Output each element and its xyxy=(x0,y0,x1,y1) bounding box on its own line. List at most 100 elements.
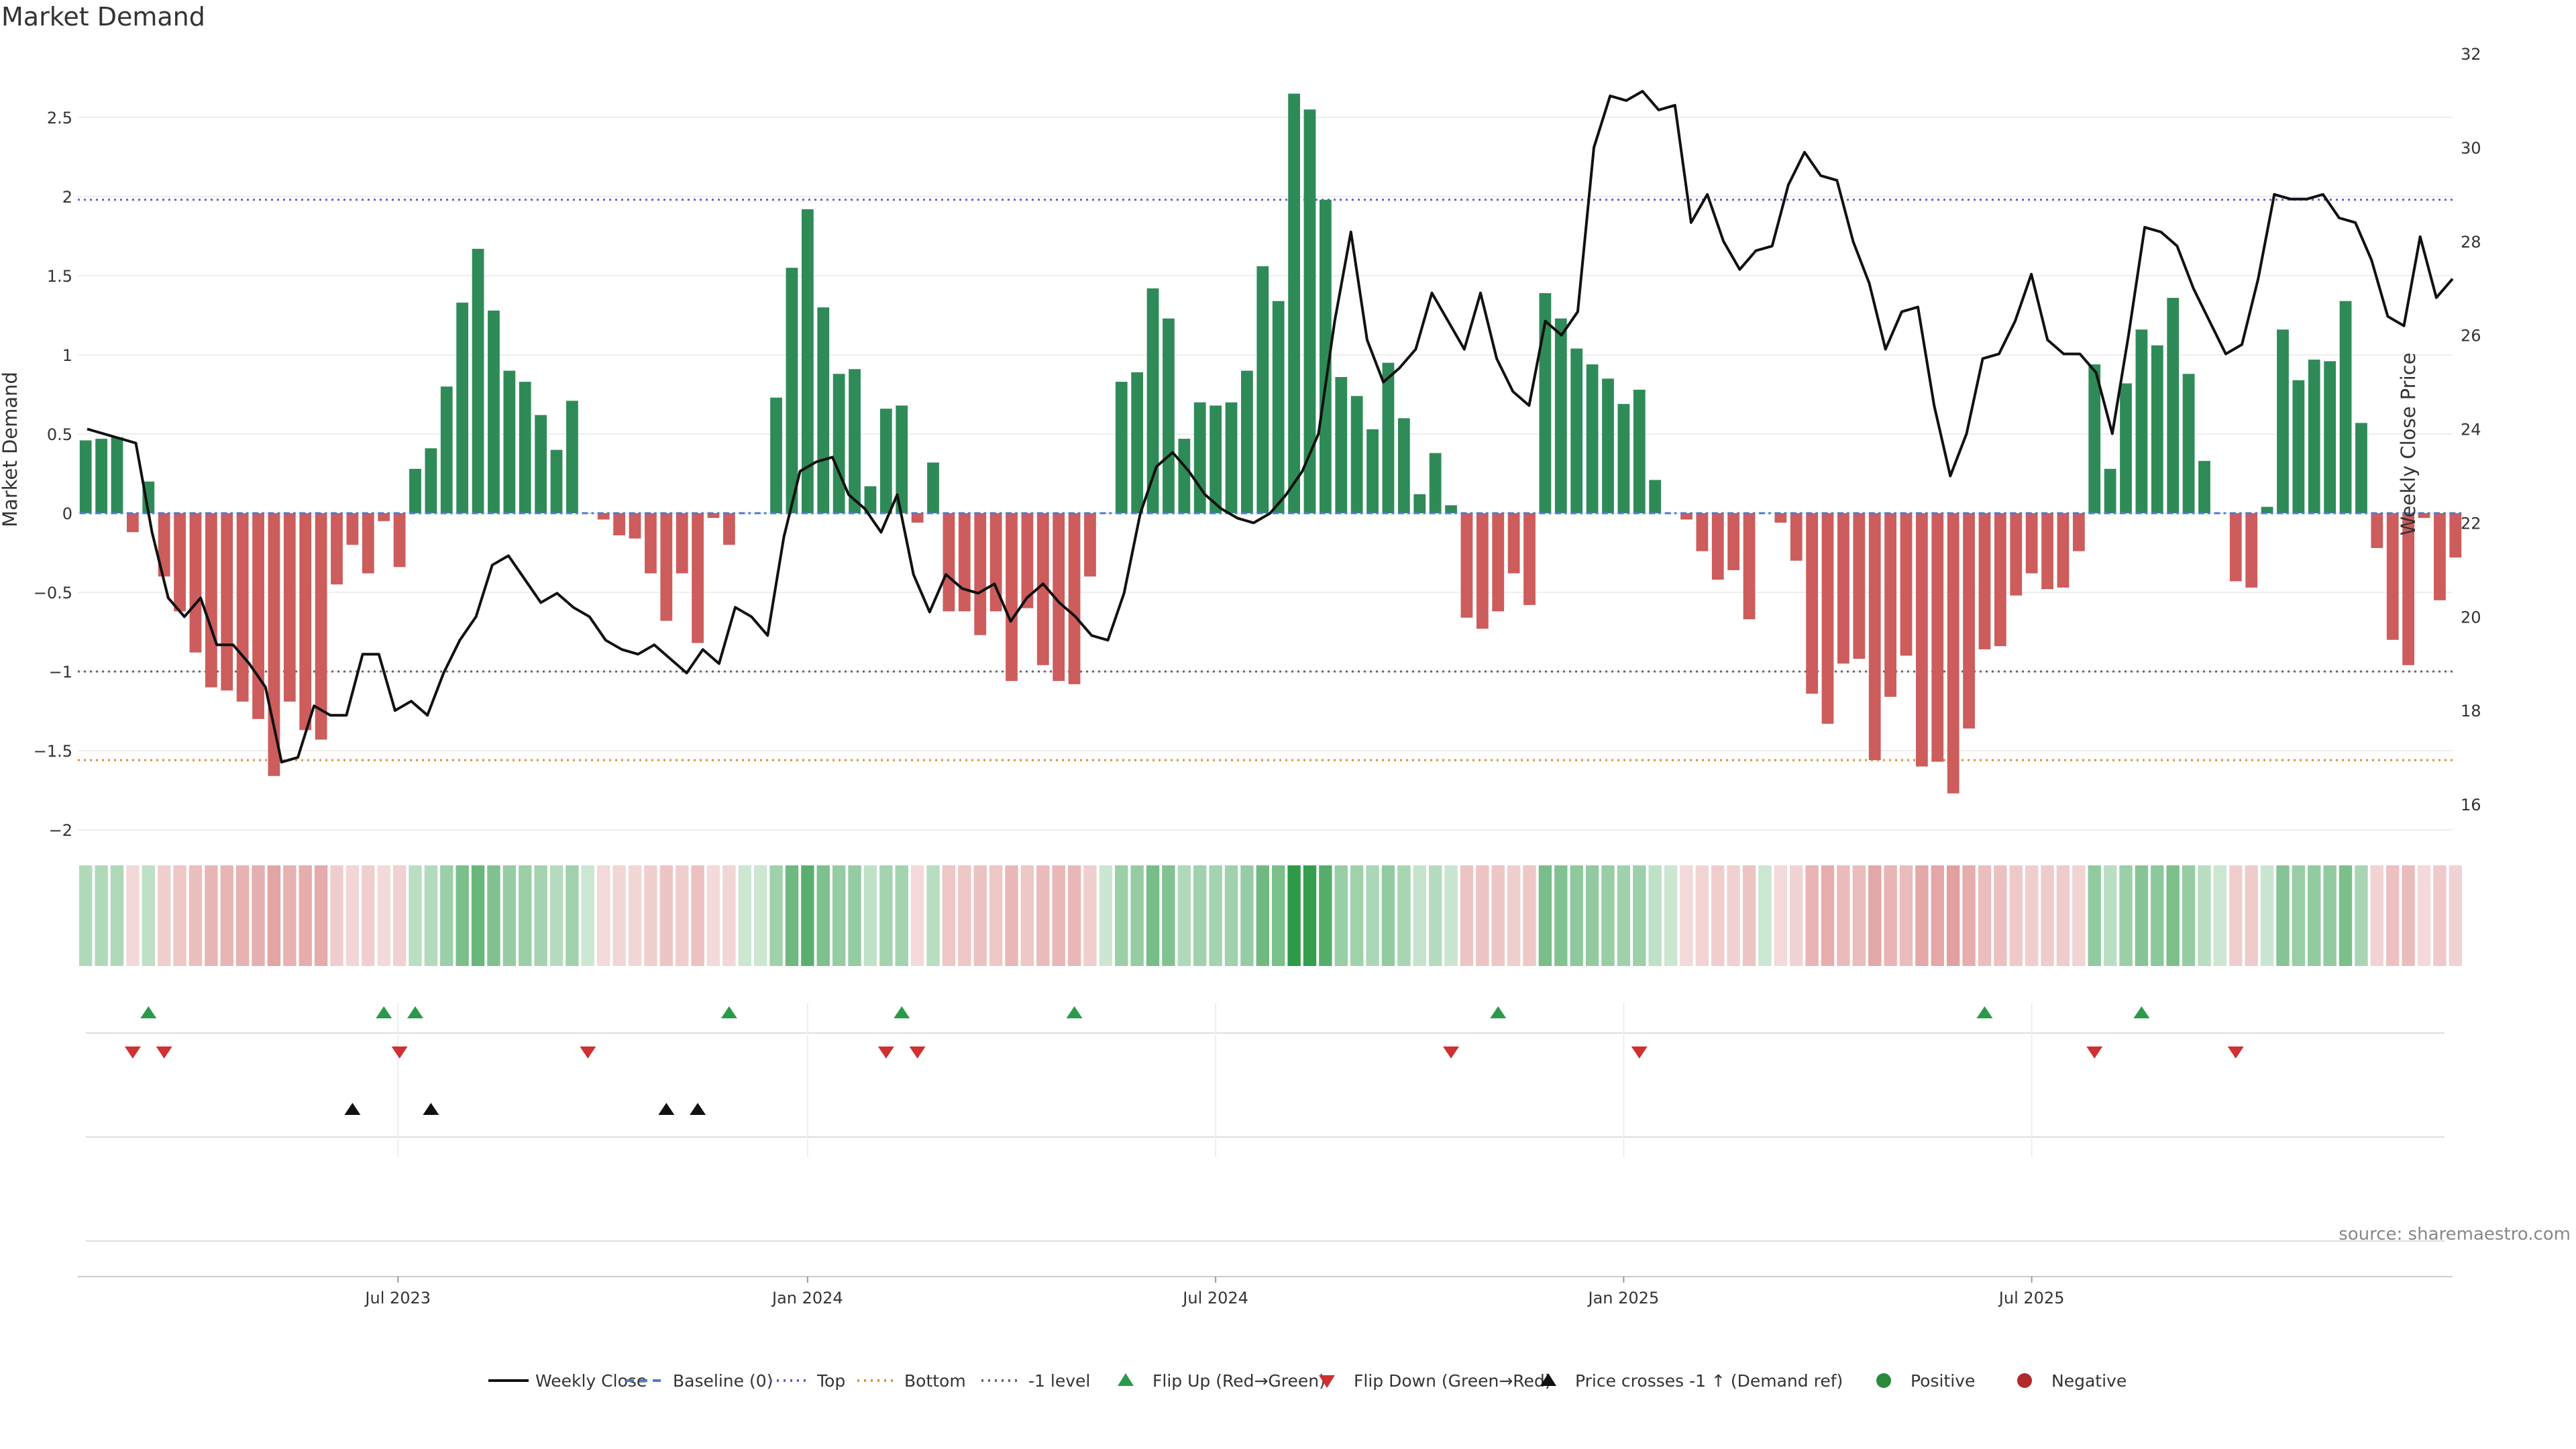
heat-cell xyxy=(126,865,140,966)
demand-bar xyxy=(1272,301,1285,513)
demand-bar xyxy=(660,513,673,621)
heat-cell xyxy=(785,865,799,966)
demand-bar xyxy=(1868,513,1881,761)
x-tick-label: Jan 2024 xyxy=(771,1289,843,1307)
demand-bar xyxy=(95,439,107,513)
demand-bar xyxy=(535,415,547,513)
demand-bar xyxy=(2292,380,2305,513)
flip-up-marker xyxy=(2133,1006,2150,1018)
demand-bar xyxy=(1649,480,1662,513)
demand-bar xyxy=(1602,378,1614,513)
heat-cell xyxy=(2119,865,2133,966)
source-note: source: sharemaestro.com xyxy=(2339,1224,2571,1244)
demand-bar xyxy=(126,513,139,533)
heat-cell xyxy=(2103,865,2117,966)
flip-down-marker xyxy=(580,1046,596,1059)
heat-cell xyxy=(2417,865,2431,966)
heat-cell xyxy=(1334,865,1348,966)
demand-bar xyxy=(896,405,908,513)
heat-cell xyxy=(1020,865,1034,966)
demand-bar xyxy=(425,448,437,513)
demand-bar xyxy=(1006,513,1018,682)
flip-up-marker xyxy=(720,1006,737,1018)
demand-bar xyxy=(770,397,782,513)
heat-cell xyxy=(189,865,203,966)
heat-cell xyxy=(1052,865,1065,966)
demand-bar xyxy=(2339,301,2352,513)
heat-cell xyxy=(299,865,312,966)
demand-bar xyxy=(911,513,924,523)
legend-label: Bottom xyxy=(904,1371,966,1391)
demand-bar xyxy=(378,513,390,521)
heat-cell xyxy=(220,865,233,966)
y-tick-left: 2 xyxy=(62,188,72,207)
heat-cell xyxy=(142,865,155,966)
heat-cell xyxy=(1287,865,1301,966)
demand-bar xyxy=(864,486,877,513)
heat-cell xyxy=(1695,865,1709,966)
heat-cell xyxy=(2323,865,2337,966)
heat-cell xyxy=(2088,865,2101,966)
flip-down-marker xyxy=(156,1046,172,1059)
heat-cell xyxy=(2072,865,2086,966)
demand-bar xyxy=(1617,404,1630,513)
heat-cell xyxy=(1868,865,1882,966)
demand-bar xyxy=(1476,513,1489,629)
demand-bar xyxy=(597,513,610,520)
heat-cell xyxy=(1884,865,1897,966)
demand-bar xyxy=(1900,513,1913,656)
demand-bar xyxy=(1382,362,1395,513)
heat-cell xyxy=(1444,865,1458,966)
demand-bar xyxy=(2229,513,2242,582)
demand-bar xyxy=(1884,513,1896,697)
y-tick-right: 22 xyxy=(2461,514,2481,533)
legend-label: Positive xyxy=(1911,1371,1975,1391)
heat-cell xyxy=(1962,865,1976,966)
heat-cell xyxy=(283,865,297,966)
demand-bar xyxy=(1178,439,1191,513)
heat-cell xyxy=(2355,865,2368,966)
y-axis-left: 2.5 2 1.5 1 0.5 0 −0.5 −1 −1.5 −2 xyxy=(34,109,72,840)
demand-bar xyxy=(111,437,123,513)
y-tick-left: −2 xyxy=(49,821,72,840)
heat-cell xyxy=(973,865,987,966)
heat-cell xyxy=(2041,865,2054,966)
demand-heat-strip xyxy=(79,865,2462,966)
demand-bar xyxy=(519,382,531,513)
heat-cell xyxy=(753,865,767,966)
heat-cell xyxy=(1680,865,1693,966)
heat-cell xyxy=(1146,865,1160,966)
flip-up-marker xyxy=(894,1006,910,1018)
heat-cell xyxy=(2308,865,2321,966)
demand-bar xyxy=(1507,513,1520,574)
heat-cell xyxy=(1899,865,1913,966)
demand-bar xyxy=(1633,389,1646,513)
demand-bar xyxy=(2088,364,2101,513)
y-tick-left: −0.5 xyxy=(34,584,72,602)
demand-bar xyxy=(2135,329,2148,513)
demand-bar xyxy=(1210,405,1222,513)
heat-cell xyxy=(314,865,328,966)
heat-cell xyxy=(1240,865,1254,966)
heat-cell xyxy=(1272,865,1285,966)
heat-cell xyxy=(502,865,517,966)
heat-cell xyxy=(1303,865,1317,966)
y-tick-left: 0 xyxy=(62,504,72,523)
heat-cell xyxy=(597,865,610,966)
demand-bar xyxy=(1413,494,1426,513)
heat-cell xyxy=(2166,865,2180,966)
legend-label: -1 level xyxy=(1028,1371,1090,1391)
flip-down-marker xyxy=(1631,1046,1648,1059)
heat-cell xyxy=(79,865,93,966)
demand-bar xyxy=(958,513,971,612)
demand-bar xyxy=(2151,345,2163,513)
demand-bar xyxy=(1539,292,1552,513)
weekly-close-line xyxy=(87,90,2454,764)
heat-cell xyxy=(424,865,438,966)
heat-cell xyxy=(1209,865,1222,966)
heat-cell xyxy=(879,865,893,966)
heat-cell xyxy=(691,865,704,966)
heat-cell xyxy=(345,865,360,966)
heat-cell xyxy=(816,865,830,966)
